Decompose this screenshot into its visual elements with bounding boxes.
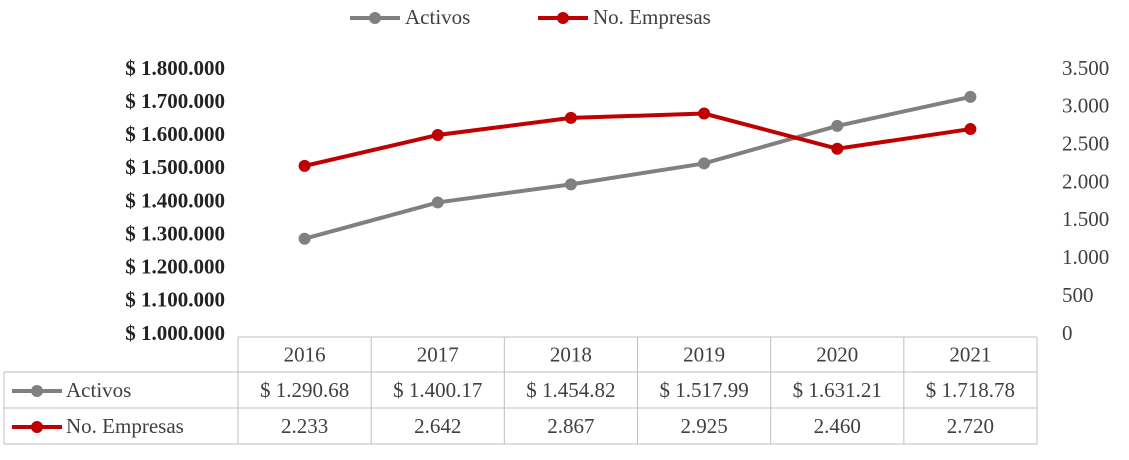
series-point: [964, 123, 977, 136]
y2-tick-label: 1.000: [1062, 245, 1109, 269]
y-tick-label: $ 1.400.000: [125, 188, 225, 212]
y2-tick-label: 3.500: [1062, 56, 1109, 80]
x-tick-label: 2021: [949, 342, 991, 366]
y-tick-label: $ 1.300.000: [125, 221, 225, 245]
series-line: [304, 94, 971, 241]
table-cell: $ 1.400.17: [393, 378, 482, 402]
table-row-label: Activos: [66, 378, 131, 402]
y2-tick-label: 500: [1062, 283, 1094, 307]
series-point: [831, 119, 844, 132]
table-key-marker: [31, 421, 43, 433]
series-point: [698, 157, 711, 170]
series-point: [298, 159, 311, 172]
legend-label: No. Empresas: [593, 5, 711, 29]
series-point: [831, 142, 844, 155]
series-point: [431, 196, 444, 209]
table-cell: $ 1.631.21: [793, 378, 882, 402]
y-tick-label: $ 1.600.000: [125, 122, 225, 146]
x-tick-label: 2016: [284, 342, 326, 366]
y-tick-label: $ 1.700.000: [125, 89, 225, 113]
y-tick-label: $ 1.000.000: [125, 321, 225, 345]
table-cell: $ 1.454.82: [526, 378, 615, 402]
table-cell: $ 1.718.78: [926, 378, 1015, 402]
table-cell: 2.720: [947, 414, 994, 438]
y2-tick-label: 2.000: [1062, 169, 1109, 193]
series-point: [698, 107, 711, 120]
legend-key-marker: [369, 12, 381, 24]
series-line: [304, 111, 971, 168]
x-tick-label: 2020: [816, 342, 858, 366]
table-row-label: No. Empresas: [66, 414, 184, 438]
table-cell: 2.925: [680, 414, 727, 438]
y-tick-label: $ 1.200.000: [125, 255, 225, 279]
table-cell: 2.233: [281, 414, 328, 438]
table-cell: 2.460: [814, 414, 861, 438]
legend-key-marker: [557, 12, 569, 24]
table-cell: 2.642: [414, 414, 461, 438]
series-point: [564, 111, 577, 124]
y2-tick-label: 0: [1062, 321, 1073, 345]
table-cell: $ 1.517.99: [659, 378, 748, 402]
x-tick-label: 2019: [683, 342, 725, 366]
y-tick-label: $ 1.500.000: [125, 155, 225, 179]
table-cell: 2.867: [547, 414, 594, 438]
x-tick-label: 2017: [417, 342, 459, 366]
series-point: [431, 128, 444, 141]
table-key-marker: [31, 385, 43, 397]
series-point: [298, 232, 311, 245]
y-tick-label: $ 1.100.000: [125, 288, 225, 312]
y2-tick-label: 1.500: [1062, 207, 1109, 231]
table-cell: $ 1.290.68: [260, 378, 349, 402]
y2-tick-label: 2.500: [1062, 132, 1109, 156]
legend-label: Activos: [405, 5, 470, 29]
series-point: [564, 178, 577, 191]
x-tick-label: 2018: [550, 342, 592, 366]
y2-tick-label: 3.000: [1062, 94, 1109, 118]
y-tick-label: $ 1.800.000: [125, 56, 225, 80]
series-point: [964, 90, 977, 103]
